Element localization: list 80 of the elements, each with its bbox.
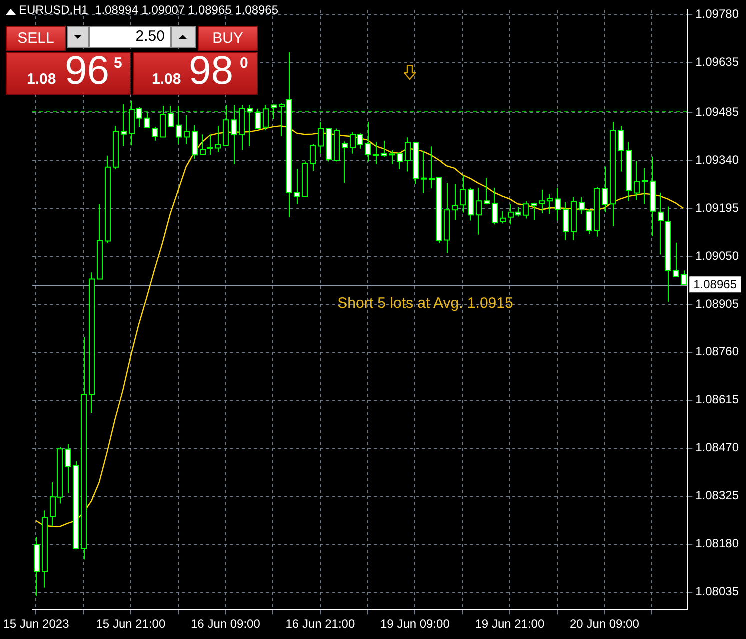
candlestick [176, 106, 182, 145]
candlestick [310, 144, 316, 172]
candlestick [231, 104, 237, 165]
candlestick [579, 197, 585, 215]
annotation: 1.08 [152, 71, 182, 88]
y-tick-label: 1.08760 [696, 344, 740, 359]
y-tick-label: 1.09340 [696, 152, 740, 167]
candlestick [547, 194, 553, 215]
y-tick-label: 1.08470 [696, 440, 740, 455]
annotation: 0 [240, 55, 248, 72]
candlestick [586, 208, 592, 235]
candlestick [484, 178, 490, 205]
candlestick [168, 106, 174, 128]
annotation: 1.08 [27, 71, 56, 88]
y-tick-label: 1.09195 [696, 200, 740, 215]
candlestick [192, 124, 198, 160]
candlestick [673, 242, 679, 278]
candlestick [65, 444, 71, 494]
x-tick-label: 20 Jun 09:00 [570, 617, 640, 632]
sell-button: SELL [6, 26, 66, 51]
y-tick-label: 1.09050 [696, 248, 740, 263]
candlestick [389, 150, 395, 165]
y-tick-label: 1.09780 [696, 7, 740, 22]
annotation: 5 [114, 55, 122, 72]
candlestick [271, 104, 277, 120]
candlestick [476, 187, 482, 236]
y-tick-label: 1.09485 [696, 104, 740, 119]
candlestick [200, 134, 206, 156]
candlestick [421, 151, 427, 194]
y-tick-label: 1.08035 [696, 584, 740, 599]
candlestick [373, 142, 379, 165]
candlestick [397, 152, 403, 170]
candlestick [342, 141, 348, 184]
x-tick-label: 16 Jun 21:00 [286, 617, 356, 632]
candlestick [460, 175, 466, 214]
candlestick [618, 126, 624, 172]
ref-line-label: 1.08965 [694, 277, 738, 292]
candlestick [539, 189, 545, 214]
candlestick [492, 187, 498, 226]
candlestick [381, 140, 387, 158]
candlestick [365, 122, 371, 162]
annotation: 96 [65, 49, 110, 94]
candlestick [523, 201, 529, 220]
y-tick-label: 1.08905 [696, 296, 740, 311]
candlestick [144, 112, 150, 129]
candlestick [215, 126, 221, 153]
candlestick [642, 168, 648, 205]
lot-size-field: 2.50 [89, 26, 171, 48]
y-tick-label: 1.08325 [696, 488, 740, 503]
candlestick [184, 114, 190, 145]
candlestick [152, 126, 158, 142]
x-tick-label: 15 Jun 2023 [3, 617, 70, 632]
candlestick [555, 187, 561, 222]
candlestick [658, 192, 664, 256]
x-tick-label: 19 Jun 21:00 [475, 617, 545, 632]
chart-title: EURUSD,H1 1.08994 1.09007 1.08965 1.08965 [19, 3, 279, 17]
y-tick-label: 1.08180 [696, 536, 740, 551]
x-tick-label: 19 Jun 09:00 [380, 617, 450, 632]
candlestick [247, 104, 253, 147]
y-tick-label: 1.08615 [696, 392, 740, 407]
candlestick [452, 183, 458, 221]
candlestick [121, 104, 127, 147]
candlestick [634, 160, 640, 201]
candlestick [263, 104, 269, 132]
y-tick-label: 1.09635 [696, 55, 740, 70]
annotation: 98 [189, 49, 234, 94]
annotation: Short 5 lots at Avg. 1.0915 [338, 295, 514, 312]
candlestick [602, 166, 608, 213]
candlestick [500, 210, 506, 224]
candlestick [563, 202, 569, 241]
candlestick [318, 122, 324, 154]
candlestick [160, 106, 166, 138]
x-tick-label: 16 Jun 09:00 [191, 617, 261, 632]
candlestick [207, 134, 213, 156]
candlestick [294, 168, 300, 205]
buy-button: BUY [198, 26, 258, 51]
candlestick [531, 202, 537, 221]
candlestick [405, 137, 411, 172]
x-tick-label: 15 Jun 21:00 [96, 617, 166, 632]
candlestick [255, 108, 261, 130]
